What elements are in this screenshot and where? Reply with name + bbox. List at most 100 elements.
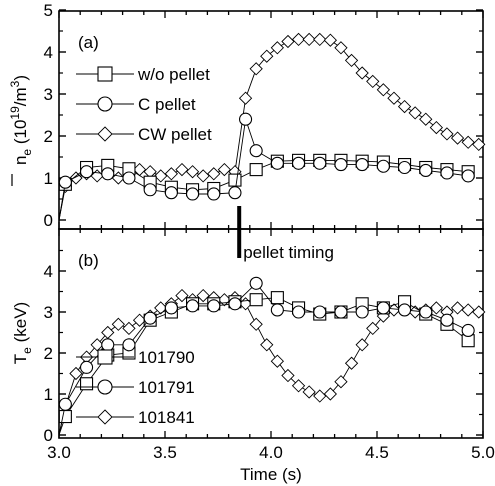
data-point-square [97, 349, 113, 365]
data-point-diamond [101, 325, 115, 340]
data-point-circle [398, 160, 412, 175]
data-point-diamond [355, 66, 369, 80]
data-point-diamond [440, 127, 454, 141]
data-point-circle [80, 360, 94, 374]
data-point-diamond [90, 338, 104, 352]
data-point-diamond [366, 321, 380, 336]
data-point-square [249, 163, 263, 177]
data-point-square [228, 173, 242, 187]
data-point-circle [419, 163, 433, 177]
data-point-circle [97, 379, 113, 395]
data-point-circle [239, 112, 253, 126]
y-label-b-main: T [11, 354, 30, 364]
data-point-diamond [376, 83, 390, 97]
y-tick-label: 2 [44, 344, 53, 363]
data-point-diamond [97, 126, 113, 142]
data-point-circle [334, 158, 348, 172]
svg-text:ne (1019/m3): ne (1019/m3) [8, 75, 34, 165]
data-point-diamond [429, 120, 443, 135]
data-point-diamond [429, 301, 443, 315]
data-point-diamond [249, 317, 263, 331]
data-point-circle [249, 144, 263, 158]
x-tick-label: 3.5 [153, 443, 177, 462]
series-line-square [58, 297, 469, 436]
data-point-diamond [281, 34, 295, 49]
data-point-circle [228, 297, 242, 311]
data-point-circle [58, 397, 72, 411]
data-point-diamond [111, 317, 125, 331]
data-point-circle [207, 299, 221, 313]
data-point-diamond [313, 32, 327, 47]
data-point-diamond [334, 41, 348, 55]
data-point-square [80, 377, 94, 391]
data-point-diamond [397, 99, 412, 114]
x-tick-label: 3.0 [47, 443, 71, 462]
y-tick-label: 0 [44, 211, 53, 230]
data-point-diamond [472, 137, 486, 152]
data-point-diamond [196, 169, 210, 183]
data-point-circle [80, 165, 94, 179]
data-point-diamond [260, 338, 274, 352]
y-label-a-exp2: 3 [8, 80, 22, 87]
data-point-diamond [472, 305, 486, 319]
data-point-circle [419, 305, 433, 319]
data-point-circle [97, 96, 113, 112]
panel-b-label: (b) [78, 251, 99, 270]
data-point-circle [143, 183, 157, 197]
data-point-diamond [302, 385, 316, 399]
data-point-square [97, 66, 113, 82]
data-point-circle [440, 313, 454, 327]
data-point-diamond [334, 375, 348, 389]
legend-label: CW pellet [138, 125, 212, 144]
y-tick-label: 4 [44, 262, 53, 281]
data-point-diamond [408, 106, 422, 120]
y-label-a-prefix: (10 [11, 120, 30, 149]
data-point-diamond [291, 379, 306, 393]
data-point-diamond [344, 356, 359, 370]
y-label-a-exp: 19 [8, 106, 22, 120]
data-point-diamond [207, 167, 221, 181]
data-point-square [249, 293, 263, 307]
svg-text:Te (keV): Te (keV) [11, 302, 34, 364]
data-point-circle [164, 186, 178, 200]
legend-layer: w/o pellet C pellet CW pellet 101790 101791 1… [76, 65, 212, 427]
data-point-diamond [154, 301, 168, 315]
data-point-circle [143, 311, 157, 325]
y-label-a-suffix: ) [11, 75, 30, 81]
data-point-circle [207, 187, 221, 201]
data-point-diamond [344, 53, 359, 68]
data-point-diamond [122, 321, 136, 336]
data-point-diamond [387, 303, 401, 317]
data-point-circle [461, 169, 475, 183]
data-point-diamond [450, 131, 465, 145]
x-tick-label: 4.5 [365, 443, 389, 462]
y-label-b-sub: e [20, 347, 34, 354]
data-point-circle [292, 305, 306, 319]
data-point-circle [292, 156, 306, 170]
data-point-diamond [355, 338, 369, 352]
legend-label: 101791 [138, 378, 195, 397]
data-point-circle [101, 338, 115, 352]
data-point-circle [376, 301, 390, 315]
data-point-diamond [69, 366, 83, 381]
y-tick-label: 1 [44, 385, 53, 404]
y-tick-label: 3 [44, 303, 53, 322]
x-tick-label: 5.0 [471, 443, 495, 462]
data-point-diamond [313, 389, 327, 403]
data-point-diamond [185, 165, 200, 179]
data-point-circle [122, 338, 136, 352]
data-point-diamond [270, 41, 284, 55]
y-tick-label: 2 [44, 127, 53, 146]
y-tick-label: 5 [44, 1, 53, 20]
data-point-circle [164, 301, 178, 315]
data-point-diamond [270, 354, 284, 368]
y-label-a-mid: /m [11, 87, 30, 106]
legend-label: C pellet [138, 95, 196, 114]
data-point-circle [461, 323, 475, 338]
data-point-diamond [175, 162, 189, 177]
data-point-diamond [461, 135, 475, 149]
data-point-diamond [238, 91, 253, 105]
data-point-diamond [175, 288, 189, 303]
legend-label: w/o pellet [137, 65, 210, 84]
